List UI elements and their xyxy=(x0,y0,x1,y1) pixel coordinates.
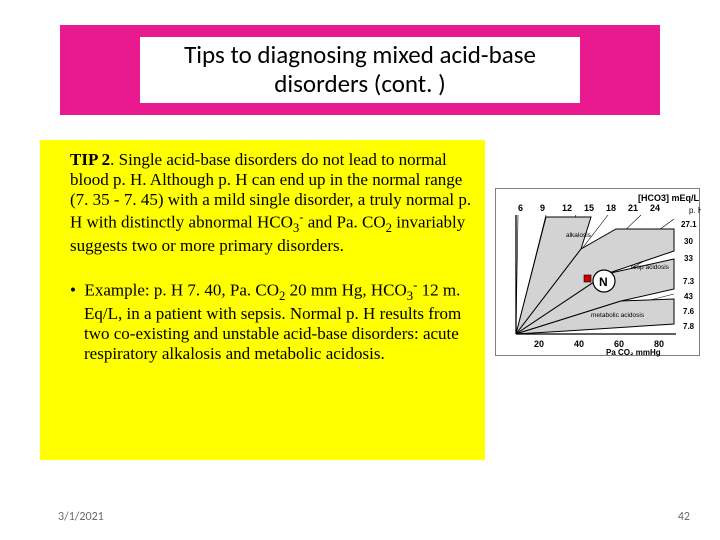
ytick: 24 xyxy=(650,203,660,213)
tip-text-2: and Pa. CO xyxy=(304,213,386,232)
title-banner: Tips to diagnosing mixed acid-base disor… xyxy=(60,25,660,115)
right-val: 33 xyxy=(684,254,693,263)
diagram-ylabel: [HCO3] mEq/L xyxy=(638,193,700,203)
diagram-right-label: p. H xyxy=(689,206,701,215)
ytick: 9 xyxy=(540,203,545,213)
acid-base-diagram: [HCO3] mEq/L p. H 6 9 12 15 18 21 24 27.… xyxy=(495,188,700,356)
ytick: 15 xyxy=(584,203,594,213)
right-val: 30 xyxy=(684,237,693,246)
slide-title: Tips to diagnosing mixed acid-base disor… xyxy=(140,37,580,103)
right-val: 43 xyxy=(684,292,693,301)
center-n: N xyxy=(599,275,608,289)
tip-paragraph: TIP 2. Single acid-base disorders do not… xyxy=(70,150,475,256)
ytick: 21 xyxy=(628,203,638,213)
ytick: 18 xyxy=(606,203,616,213)
ytick: 12 xyxy=(562,203,572,213)
right-val: 27.1 xyxy=(681,220,697,229)
diagram-xlabel: Pa CO₂ mmHg xyxy=(606,348,661,357)
region-label: metabolic acidosis xyxy=(591,312,645,319)
footer-date: 3/1/2021 xyxy=(58,510,104,524)
example-text-1: Example: p. H 7. 40, Pa. CO xyxy=(84,281,279,300)
xtick: 40 xyxy=(574,339,584,349)
example-paragraph: • Example: p. H 7. 40, Pa. CO2 20 mm Hg,… xyxy=(70,278,475,364)
right-val: 7.3 xyxy=(683,277,695,286)
right-val: 7.6 xyxy=(683,307,695,316)
footer-page-number: 42 xyxy=(678,510,690,524)
example-text-2: 20 mm Hg, HCO xyxy=(285,281,406,300)
region-label: resp acidosis xyxy=(631,264,670,271)
region-label: alkalosis xyxy=(566,232,592,239)
bullet: • xyxy=(70,281,76,300)
marker-icon xyxy=(584,275,591,282)
tip-label: TIP 2 xyxy=(70,150,110,169)
xtick: 20 xyxy=(534,339,544,349)
ytick: 6 xyxy=(518,203,523,213)
body-text-box: TIP 2. Single acid-base disorders do not… xyxy=(40,140,485,460)
right-val: 7.8 xyxy=(683,322,695,331)
